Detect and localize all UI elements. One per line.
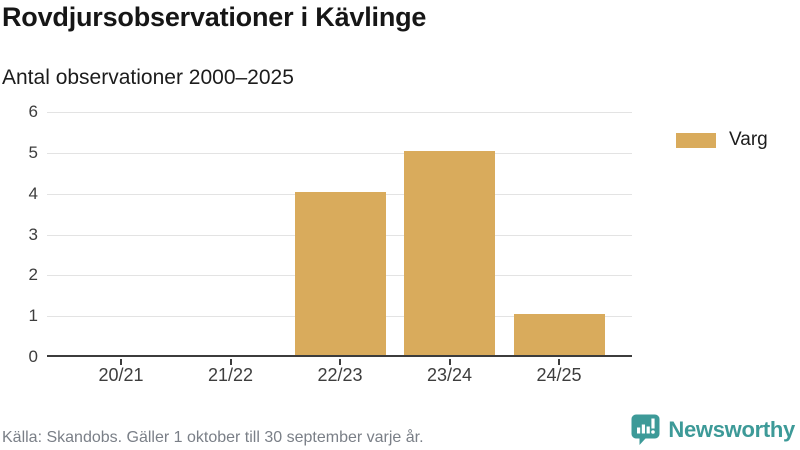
x-tick-label-21-22: 21/22 [207,365,254,385]
bar-varg-22-23 [294,191,386,355]
plot-area [47,112,632,357]
y-tick-label-3: 3 [28,224,38,244]
x-tick-23-24 [448,359,451,365]
x-tick-label-22-23: 22/23 [317,365,363,385]
gridline-y-6 [47,112,632,113]
legend-label-varg: Varg [729,129,768,150]
y-tick-label-0: 0 [28,347,38,366]
x-tick-label-23-24: 23/24 [426,365,473,385]
chart-subtitle: Antal observationer 2000–2025 [2,66,294,89]
y-tick-label-1: 1 [28,306,38,326]
legend: Varg [676,129,768,151]
y-tick-label-5: 5 [28,142,38,162]
y-tick-label-4: 4 [28,183,38,203]
bar-varg-23-24 [404,150,495,355]
newsworthy-logo-link[interactable]: Newsworthy [630,413,795,446]
y-tick-label-6: 6 [28,102,38,121]
gridline-y-5 [47,152,632,154]
source-note: Källa: Skandobs. Gäller 1 oktober till 3… [2,429,424,446]
x-tick-20-21 [120,359,122,365]
chart-title: Rovdjursobservationer i Kävlinge [2,2,427,32]
bar-varg-24-25 [513,314,605,355]
y-tick-label-2: 2 [28,265,38,285]
x-tick-21-22 [229,359,232,365]
x-tick-label-24-25: 24/25 [536,365,582,385]
legend-swatch-varg [676,132,716,148]
x-tick-22-23 [339,359,341,365]
newsworthy-wordmark: Newsworthy [668,416,795,442]
x-tick-label-20-21: 20/21 [98,365,144,385]
newsworthy-icon [630,413,661,446]
x-tick-24-25 [558,359,560,365]
